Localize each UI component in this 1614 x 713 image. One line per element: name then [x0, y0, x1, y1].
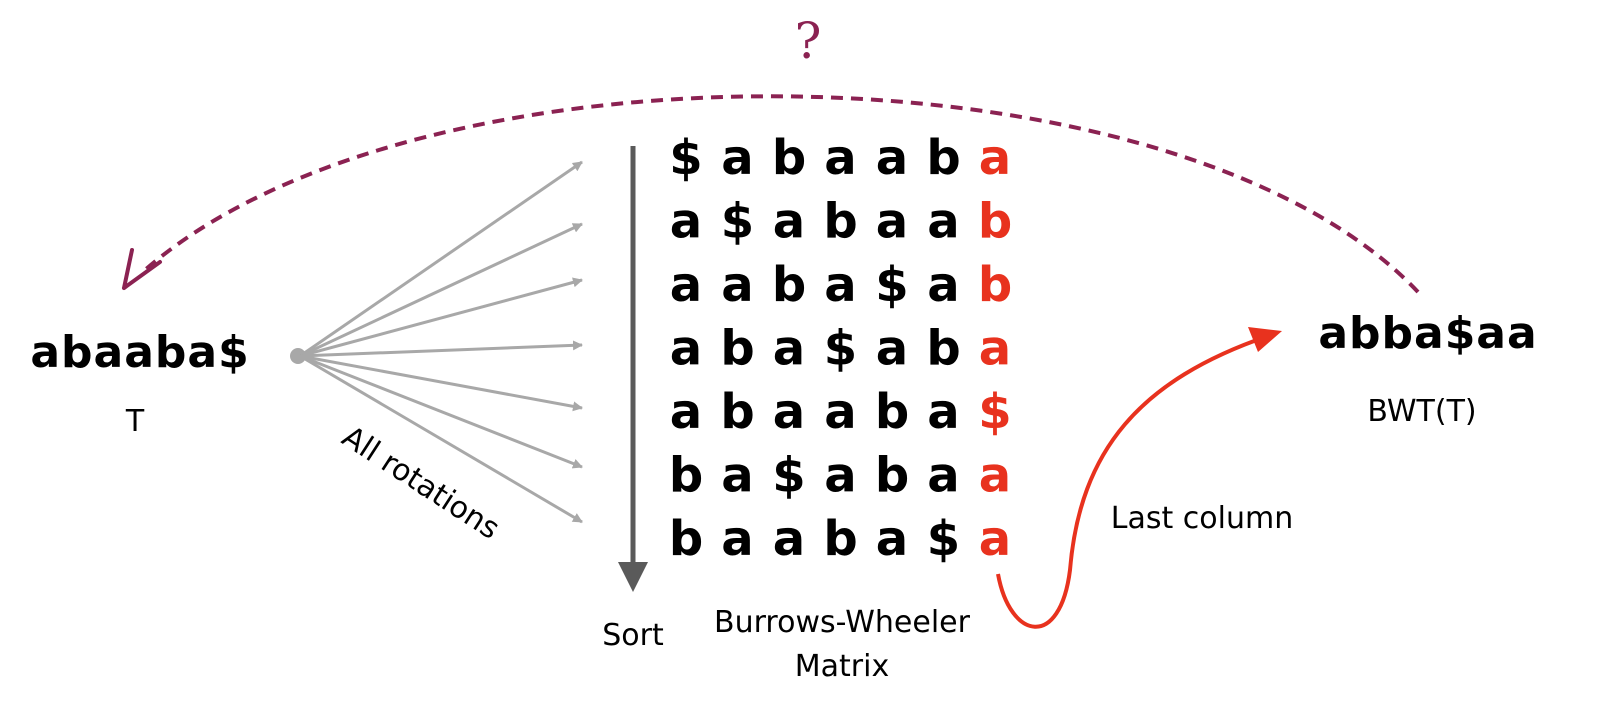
matrix-cell: b [926, 130, 960, 186]
matrix-cell: a [876, 130, 908, 186]
matrix-last-column-cell: b [978, 257, 1012, 313]
matrix-last-column-cell: a [979, 130, 1011, 186]
last-column-arrowhead [1248, 327, 1282, 352]
rotation-origin-dot [290, 348, 306, 364]
matrix-last-column-cell: $ [978, 384, 1011, 440]
matrix-cell: b [720, 321, 754, 377]
matrix-last-column-cell: a [979, 448, 1011, 504]
matrix-cell: a [670, 384, 702, 440]
matrix-cell: a [927, 448, 959, 504]
matrix-cell: a [824, 257, 856, 313]
input-label: T [125, 404, 145, 439]
rotation-arrow [299, 354, 583, 412]
matrix-cell: a [721, 130, 753, 186]
last-column-label: Last column [1111, 501, 1293, 536]
matrix-cell: b [823, 194, 857, 250]
rotation-arrow [299, 277, 583, 358]
all-rotations-label: All rotations [336, 419, 506, 546]
matrix-cell: b [875, 448, 909, 504]
sort-arrowhead [618, 562, 648, 592]
matrix-cell: $ [927, 511, 960, 567]
matrix-cell: a [773, 194, 805, 250]
rotation-arrow [299, 340, 583, 358]
matrix-cell: $ [721, 194, 754, 250]
matrix-last-column-cell: a [979, 321, 1011, 377]
matrix-cell: a [876, 194, 908, 250]
matrix-cell: a [824, 384, 856, 440]
matrix-cell: a [670, 257, 702, 313]
matrix-cell: $ [875, 257, 908, 313]
matrix-cell: a [927, 194, 959, 250]
matrix-cell: a [773, 384, 805, 440]
input-string: abaaba$ [30, 327, 249, 378]
matrix-last-column-cell: a [979, 511, 1011, 567]
question-mark: ? [795, 12, 822, 70]
rotation-arrow [299, 354, 583, 524]
matrix-cell: b [823, 511, 857, 567]
bw-matrix: $ a b a a b aa $ a b a a ba a b a $ a ba b a $ a b aa b a a b a $b a $ a b… [669, 130, 1012, 567]
matrix-cell: b [720, 384, 754, 440]
matrix-cell: a [721, 511, 753, 567]
matrix-cell: a [773, 321, 805, 377]
rotation-arrow [299, 354, 583, 469]
matrix-cell: a [721, 448, 753, 504]
rotation-arrow [299, 160, 583, 358]
matrix-cell: a [876, 321, 908, 377]
matrix-cell: $ [824, 321, 857, 377]
bwt-string: abba$aa [1318, 308, 1537, 359]
matrix-cell: $ [772, 448, 805, 504]
rotation-arrow [299, 222, 583, 358]
last-column-arrow [996, 334, 1269, 629]
matrix-cell: b [926, 321, 960, 377]
matrix-cell: b [772, 257, 806, 313]
matrix-cell: b [772, 130, 806, 186]
matrix-last-column-cell: b [978, 194, 1012, 250]
inverse-question-arc [143, 94, 1420, 294]
matrix-cell: b [875, 384, 909, 440]
matrix-cell: b [669, 511, 703, 567]
matrix-label-line2: Matrix [795, 649, 889, 684]
matrix-cell: a [824, 130, 856, 186]
bwt-label: BWT(T) [1367, 394, 1476, 429]
matrix-cell: a [670, 321, 702, 377]
matrix-cell: a [927, 257, 959, 313]
matrix-label-line1: Burrows-Wheeler [714, 605, 971, 640]
matrix-cell: a [824, 448, 856, 504]
matrix-cell: a [876, 511, 908, 567]
matrix-cell: $ [669, 130, 702, 186]
matrix-cell: a [721, 257, 753, 313]
sort-label: Sort [602, 618, 664, 653]
inverse-arc-arrowhead [122, 248, 162, 290]
rotation-arrows [299, 160, 583, 524]
matrix-cell: a [927, 384, 959, 440]
matrix-cell: b [669, 448, 703, 504]
matrix-cell: a [773, 511, 805, 567]
matrix-cell: a [670, 194, 702, 250]
